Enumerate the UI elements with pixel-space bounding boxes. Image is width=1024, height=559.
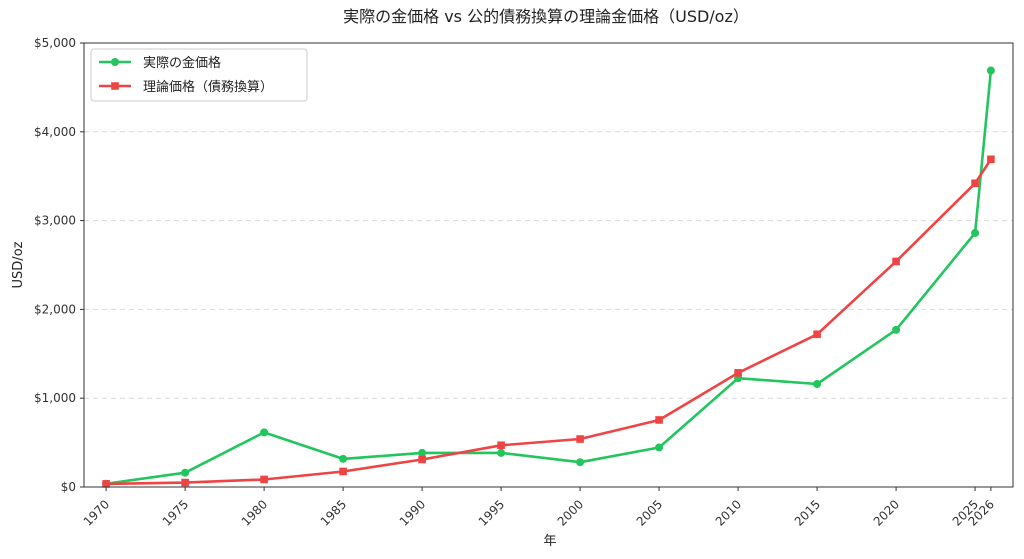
data-point [892, 257, 900, 266]
x-tick-label: 1980 [239, 497, 270, 528]
data-point [497, 441, 505, 450]
data-point [813, 379, 822, 388]
y-axis-label: USD/oz [11, 241, 26, 288]
x-tick-label: 2000 [555, 497, 586, 528]
x-tick-label: 2020 [871, 497, 902, 528]
legend-marker [111, 58, 119, 66]
y-tick-label: $2,000 [34, 302, 76, 316]
plot-area-frame [83, 42, 1014, 488]
series-line [106, 158, 992, 486]
data-point [339, 467, 347, 476]
series-lines [102, 66, 995, 488]
series-line [105, 70, 993, 486]
legend-marker [111, 82, 119, 90]
x-tick-label: 1970 [81, 497, 112, 528]
x-tick-label: 2005 [634, 497, 665, 528]
data-point [576, 435, 584, 443]
data-point [655, 443, 664, 452]
y-tick-label: $0 [61, 480, 76, 494]
data-point [339, 454, 348, 463]
x-tick-label: 1995 [476, 497, 507, 528]
data-point [418, 455, 426, 464]
data-point [655, 416, 663, 424]
x-axis-label: 年 [543, 534, 556, 549]
data-point [813, 330, 821, 339]
data-point [987, 155, 995, 164]
y-tick-label: $5,000 [34, 36, 76, 50]
x-tick-label: 1990 [397, 497, 428, 528]
x-tick-label: 1975 [160, 497, 191, 528]
data-point [181, 478, 189, 487]
legend-label: 実際の金価格 [143, 55, 221, 71]
chart-title: 実際の金価格 vs 公的債務換算の理論金価格（USD/oz） [343, 7, 749, 26]
data-point [260, 428, 269, 437]
data-point [497, 448, 506, 457]
data-point [102, 480, 110, 488]
data-point [418, 448, 427, 457]
data-point [734, 369, 742, 377]
legend-label: 理論価格（債務換算） [143, 79, 273, 95]
y-tick-label: $4,000 [34, 125, 76, 139]
legend-box [90, 48, 308, 102]
data-point [971, 229, 980, 238]
data-point [971, 179, 979, 188]
data-point [576, 458, 585, 467]
x-axis-ticks: 1970 1975 1980 1985 1990 1995 2000 2005 2010 2015… [81, 487, 997, 529]
y-axis-ticks: $0 $1,000 $2,000 $3,000 $4,000 $5,000 [34, 36, 84, 494]
data-point [181, 468, 190, 477]
data-point [260, 475, 268, 484]
grid-lines [84, 131, 1013, 399]
y-tick-label: $1,000 [34, 391, 76, 405]
x-tick-label: 2010 [713, 497, 744, 528]
x-tick-label: 1985 [318, 497, 349, 528]
data-point [986, 66, 995, 75]
x-tick-label: 2015 [792, 497, 823, 528]
y-tick-label: $3,000 [34, 214, 76, 228]
data-point [892, 325, 901, 334]
